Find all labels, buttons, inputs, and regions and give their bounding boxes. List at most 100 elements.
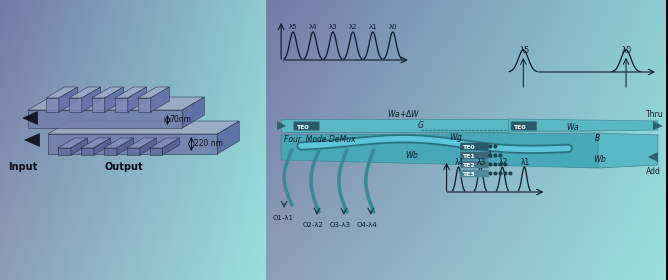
Polygon shape <box>104 138 134 148</box>
Polygon shape <box>69 87 101 98</box>
Polygon shape <box>140 138 156 155</box>
Text: O3-λ3: O3-λ3 <box>330 222 351 228</box>
Text: $B$: $B$ <box>594 132 601 143</box>
Polygon shape <box>138 87 170 98</box>
Text: Add: Add <box>646 167 661 176</box>
Text: $Wa$: $Wa$ <box>566 121 580 132</box>
Polygon shape <box>81 138 111 148</box>
Polygon shape <box>150 148 162 155</box>
Text: λ3: λ3 <box>329 24 337 30</box>
Polygon shape <box>182 97 204 128</box>
Circle shape <box>494 153 498 158</box>
Polygon shape <box>277 121 286 130</box>
Circle shape <box>494 171 498 176</box>
Text: λ1: λ1 <box>520 158 530 167</box>
Text: $Wb$: $Wb$ <box>405 149 419 160</box>
Polygon shape <box>48 134 217 154</box>
Circle shape <box>508 171 512 176</box>
Text: TE0: TE0 <box>296 125 309 130</box>
Circle shape <box>498 153 502 158</box>
Text: λ0: λ0 <box>389 24 397 30</box>
Polygon shape <box>138 98 150 112</box>
Polygon shape <box>653 121 663 130</box>
Polygon shape <box>24 133 40 147</box>
Text: Output: Output <box>105 162 144 172</box>
Text: λ5: λ5 <box>519 46 530 55</box>
Text: TE0: TE0 <box>514 125 526 130</box>
Circle shape <box>494 162 498 167</box>
Polygon shape <box>150 138 180 148</box>
Polygon shape <box>94 138 111 155</box>
Polygon shape <box>58 138 88 148</box>
Polygon shape <box>28 110 182 128</box>
Text: 70nm: 70nm <box>170 115 192 124</box>
Text: λ5: λ5 <box>289 24 297 30</box>
Circle shape <box>488 162 492 167</box>
Text: TE2: TE2 <box>462 163 475 168</box>
Text: λ2: λ2 <box>498 158 508 167</box>
Polygon shape <box>22 111 38 125</box>
Circle shape <box>504 171 508 176</box>
Text: TE0: TE0 <box>462 145 475 150</box>
Polygon shape <box>127 138 156 148</box>
Polygon shape <box>648 152 658 162</box>
Polygon shape <box>46 98 59 112</box>
Text: TE3: TE3 <box>462 172 475 177</box>
Polygon shape <box>104 148 117 155</box>
Polygon shape <box>127 148 140 155</box>
Polygon shape <box>48 121 239 134</box>
Text: O1-λ1: O1-λ1 <box>272 215 293 221</box>
FancyBboxPatch shape <box>460 170 489 177</box>
Polygon shape <box>162 138 180 155</box>
Text: $G$: $G$ <box>417 119 424 130</box>
Polygon shape <box>105 87 124 112</box>
FancyBboxPatch shape <box>460 161 489 168</box>
Text: Thru: Thru <box>646 110 663 119</box>
Polygon shape <box>69 98 81 112</box>
Text: λ4: λ4 <box>309 24 317 30</box>
Polygon shape <box>46 87 77 98</box>
Text: λ2: λ2 <box>349 24 357 30</box>
Circle shape <box>488 144 492 148</box>
Text: Input: Input <box>8 162 37 172</box>
Polygon shape <box>115 98 128 112</box>
Text: $Wb$: $Wb$ <box>593 153 607 164</box>
Polygon shape <box>115 87 146 98</box>
Polygon shape <box>59 87 77 112</box>
Text: $A$: $A$ <box>486 149 494 160</box>
Polygon shape <box>217 121 239 154</box>
FancyBboxPatch shape <box>460 152 489 159</box>
Polygon shape <box>128 87 146 112</box>
Text: λ1: λ1 <box>369 24 377 30</box>
Polygon shape <box>150 87 170 112</box>
FancyBboxPatch shape <box>511 122 537 130</box>
Polygon shape <box>281 119 508 132</box>
Text: λ4: λ4 <box>454 158 464 167</box>
Polygon shape <box>71 138 88 155</box>
Circle shape <box>488 171 492 176</box>
Text: $Wg$: $Wg$ <box>449 131 463 144</box>
FancyBboxPatch shape <box>293 122 319 130</box>
Text: λ0: λ0 <box>622 46 633 55</box>
Circle shape <box>504 162 508 167</box>
Circle shape <box>498 171 502 176</box>
Polygon shape <box>81 148 94 155</box>
Text: λ3: λ3 <box>476 158 486 167</box>
Text: 220 nm: 220 nm <box>194 139 223 148</box>
Polygon shape <box>81 87 101 112</box>
Text: O4-λ4: O4-λ4 <box>357 222 377 228</box>
Circle shape <box>498 162 502 167</box>
Text: $Wa$+$\Delta W$: $Wa$+$\Delta W$ <box>387 108 420 119</box>
Circle shape <box>494 144 498 148</box>
Text: O2-λ2: O2-λ2 <box>303 222 324 228</box>
Polygon shape <box>117 138 134 155</box>
FancyBboxPatch shape <box>460 143 489 150</box>
Circle shape <box>488 153 492 158</box>
Polygon shape <box>281 133 598 168</box>
Polygon shape <box>92 98 105 112</box>
Polygon shape <box>28 97 204 110</box>
Text: TE1: TE1 <box>462 154 475 159</box>
Polygon shape <box>598 133 658 168</box>
Polygon shape <box>58 148 71 155</box>
Polygon shape <box>508 119 658 132</box>
